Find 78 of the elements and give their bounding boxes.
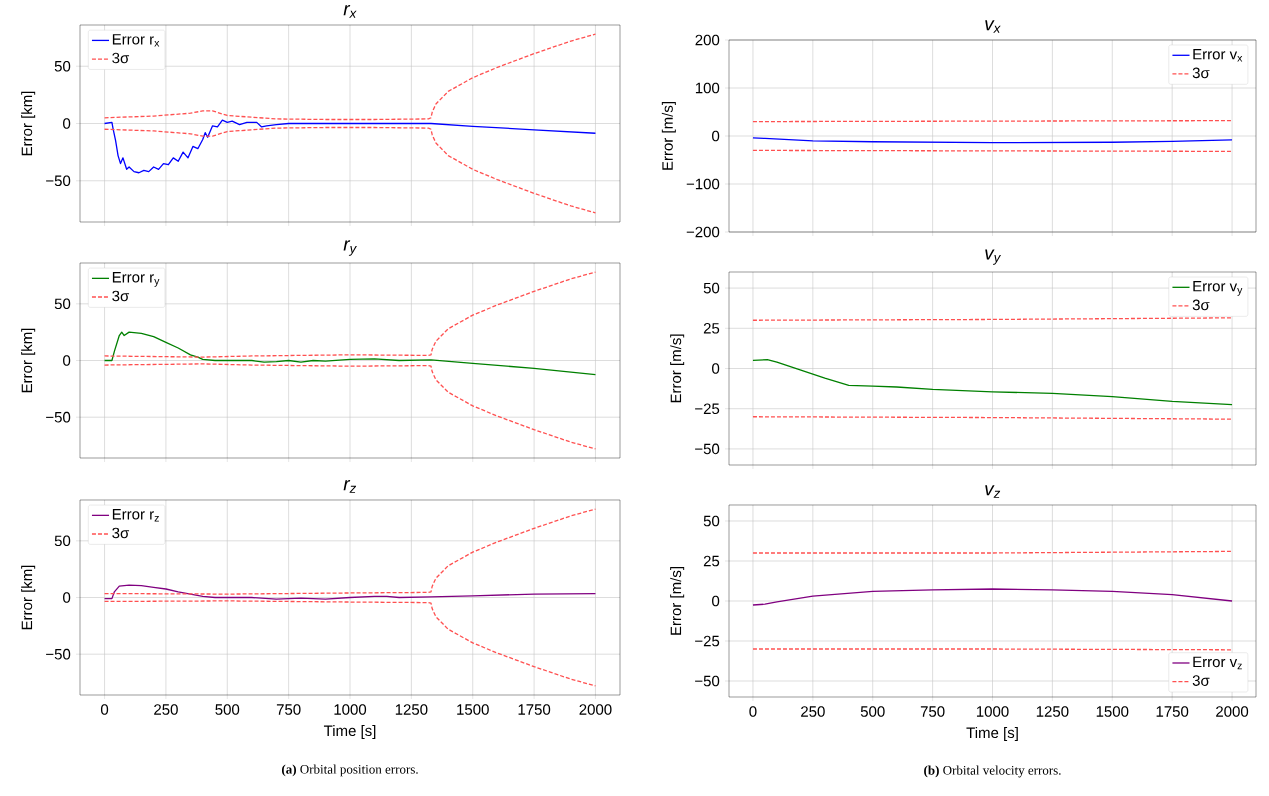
line-series — [752, 359, 1233, 406]
y-axis-title: Error [km] — [21, 565, 36, 630]
y-tick-label: 0 — [712, 595, 720, 607]
line-series — [752, 588, 1233, 606]
y-axis-title: Error [m/s] — [670, 567, 685, 635]
line-series — [103, 33, 597, 121]
text: (a) Orbital position errors. — [281, 764, 418, 777]
x-tick-label: 250 — [801, 706, 825, 717]
x-tick-label: 0 — [749, 706, 757, 717]
y-tick-label: 50 — [54, 535, 71, 547]
y-axis-title: Error [km] — [21, 91, 36, 156]
x-tick-label: 1500 — [457, 704, 489, 715]
y-tick-label: 100 — [695, 82, 720, 94]
y-tick-label: −25 — [695, 403, 720, 415]
legend-label: 3σ — [1192, 299, 1210, 311]
x-tick-label: 750 — [276, 704, 301, 715]
chart-title: v$_{z}$ — [985, 485, 1001, 498]
legend-label: Error r$_{y}$ — [112, 272, 160, 287]
y-tick-label: −200 — [686, 226, 720, 238]
x-tick-label: 500 — [215, 704, 240, 715]
legend-label: 3σ — [112, 527, 130, 539]
legend-label: Error v$_{x}$ — [1193, 49, 1243, 62]
y-tick-label: 25 — [703, 322, 720, 334]
chart-title: v$_{y}$ — [985, 249, 1001, 265]
x-tick-label: 1000 — [976, 706, 1009, 717]
y-tick-label: 0 — [712, 363, 720, 374]
y-tick-label: −50 — [695, 443, 720, 455]
y-axis-title: Error [km] — [21, 328, 36, 393]
line-series — [103, 508, 597, 595]
x-tick-label: 250 — [154, 704, 178, 715]
chart-title: r$_{x}$ — [343, 4, 357, 18]
x-tick-label: 500 — [860, 706, 885, 717]
line-series — [103, 600, 597, 687]
x-tick-label: 1750 — [518, 704, 551, 715]
y-axis-title: Error [m/s] — [670, 334, 685, 403]
y-tick-label: −100 — [686, 178, 720, 190]
y-tick-label: 200 — [695, 34, 720, 46]
legend-label: 3σ — [112, 290, 130, 302]
x-tick-label: 2000 — [579, 704, 612, 715]
x-tick-label: 1500 — [1096, 706, 1129, 717]
y-tick-label: −50 — [46, 648, 71, 660]
y-tick-label: 50 — [703, 515, 720, 527]
chart-title: r$_{z}$ — [343, 479, 357, 493]
chart-title: r$_{y}$ — [343, 240, 357, 256]
y-axis-title: Error [m/s] — [661, 102, 676, 170]
legend-label: 3σ — [1192, 675, 1210, 686]
x-axis-title: Time [s] — [966, 727, 1018, 741]
legend-label: 3σ — [1192, 67, 1210, 79]
line-series — [103, 363, 597, 450]
y-tick-label: 50 — [54, 298, 71, 310]
y-tick-label: 0 — [63, 592, 71, 603]
y-tick-label: 0 — [63, 355, 71, 366]
x-tick-label: 2000 — [1216, 706, 1249, 717]
y-tick-label: 50 — [703, 282, 720, 294]
legend-label: 3σ — [112, 52, 130, 64]
x-tick-label: 1250 — [395, 704, 428, 715]
y-tick-label: 0 — [63, 118, 71, 129]
y-tick-label: −50 — [46, 175, 71, 187]
y-tick-label: −50 — [695, 675, 720, 687]
legend-label: Error r$_{x}$ — [112, 34, 160, 47]
line-series — [103, 271, 597, 358]
text: (b) Orbital velocity errors. — [924, 765, 1061, 778]
x-tick-label: 750 — [920, 706, 945, 717]
x-tick-label: 1750 — [1156, 706, 1189, 717]
legend-label: Error v$_{z}$ — [1193, 656, 1242, 670]
y-tick-label: 25 — [703, 555, 720, 567]
chart-title: v$_{x}$ — [985, 20, 1001, 33]
line-series — [103, 126, 597, 214]
legend-label: Error v$_{y}$ — [1193, 281, 1243, 296]
x-tick-label: 1250 — [1036, 706, 1069, 717]
x-axis-title: Time [s] — [323, 725, 376, 739]
x-tick-label: 0 — [100, 704, 109, 715]
legend-label: Error r$_{z}$ — [112, 509, 159, 522]
y-tick-label: −50 — [46, 411, 71, 423]
x-tick-label: 1000 — [334, 704, 367, 715]
y-tick-label: 0 — [712, 130, 720, 142]
y-tick-label: 50 — [54, 60, 71, 72]
y-tick-label: −25 — [695, 635, 720, 647]
